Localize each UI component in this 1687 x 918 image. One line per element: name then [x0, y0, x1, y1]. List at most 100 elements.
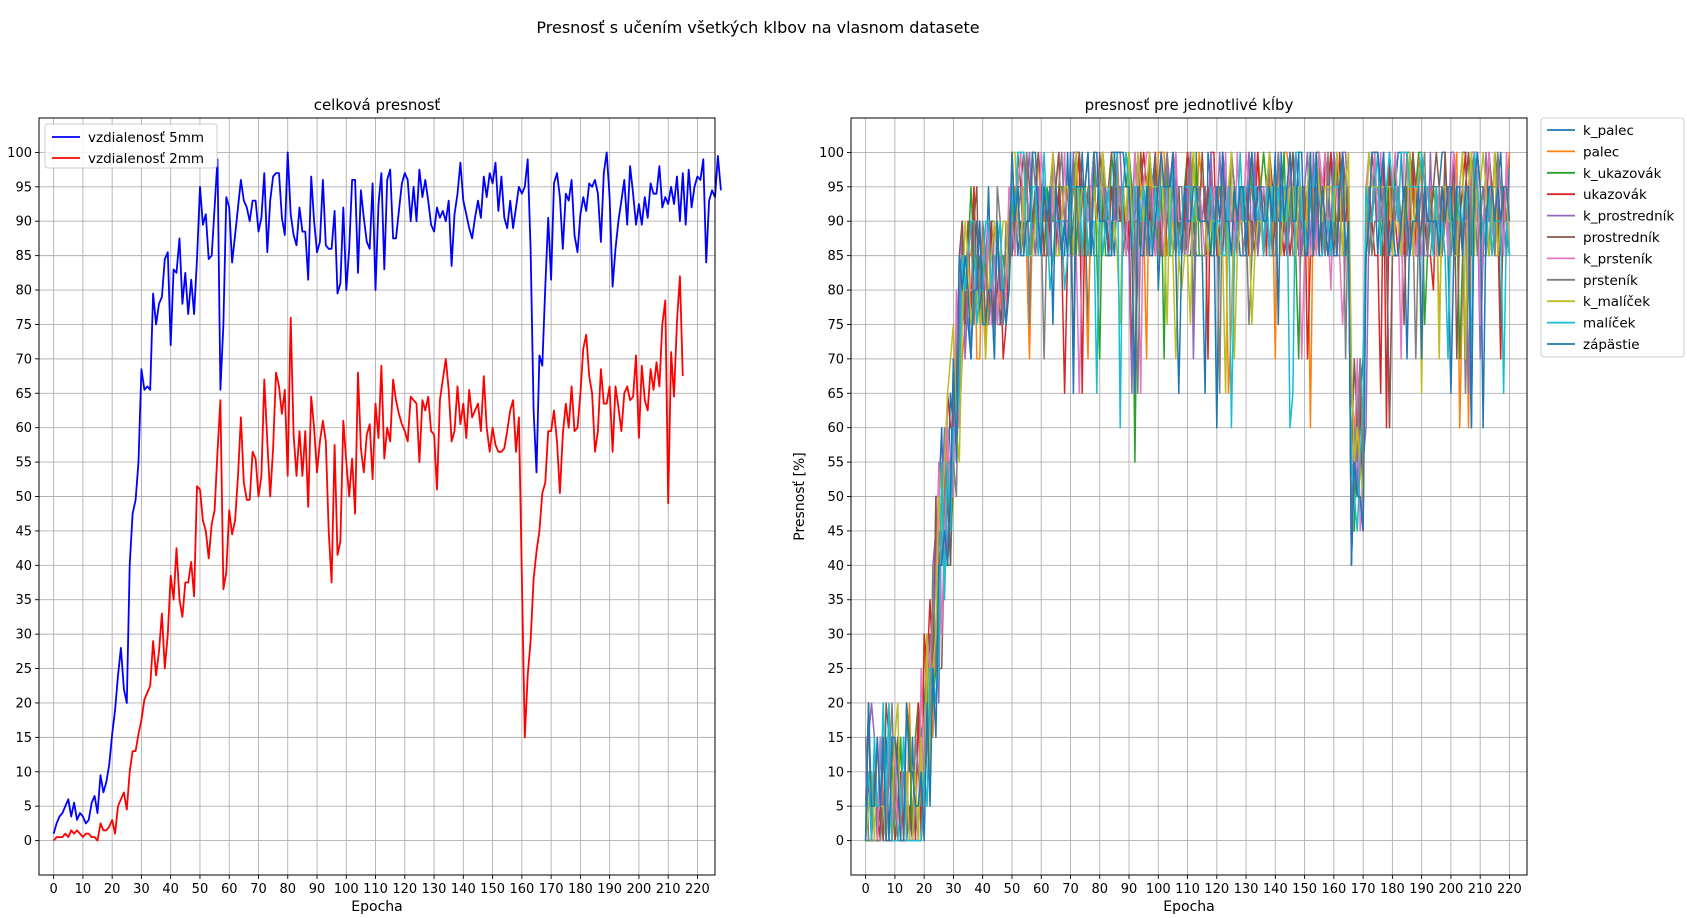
y-tick-label: 5	[836, 800, 844, 815]
x-tick-label: 110	[1175, 882, 1200, 897]
y-tick-label: 75	[15, 318, 32, 333]
x-tick-label: 180	[568, 882, 593, 897]
y-tick-label: 10	[15, 765, 32, 780]
x-tick-label: 220	[685, 882, 710, 897]
y-tick-label: 85	[827, 249, 844, 264]
y-tick-label: 65	[15, 387, 32, 402]
x-tick-label: 210	[1468, 882, 1493, 897]
x-tick-label: 20	[104, 882, 121, 897]
y-tick-label: 0	[836, 834, 844, 849]
y-tick-label: 90	[15, 215, 32, 230]
y-tick-label: 60	[15, 421, 32, 436]
series-line-2mm	[52, 275, 684, 842]
legend-label: k_palec	[1583, 123, 1634, 139]
legend-box	[44, 123, 218, 169]
legend-label: prsteník	[1583, 273, 1638, 289]
x-tick-label: 100	[1146, 882, 1171, 897]
y-tick-label: 35	[15, 593, 32, 608]
x-tick-label: 30	[133, 882, 150, 897]
axes-title: presnosť pre jednotlivé kĺby	[1085, 95, 1294, 114]
x-tick-label: 40	[974, 882, 991, 897]
legend-label: zápästie	[1583, 337, 1640, 353]
x-tick-label: 10	[887, 882, 904, 897]
x-tick-label: 60	[221, 882, 238, 897]
x-tick-label: 90	[1121, 882, 1138, 897]
y-tick-label: 15	[827, 731, 844, 746]
x-tick-label: 110	[363, 882, 388, 897]
axes-frame	[38, 117, 716, 876]
x-tick-label: 160	[1321, 882, 1346, 897]
x-tick-label: 170	[1351, 882, 1376, 897]
legend-label: k_prostredník	[1583, 209, 1674, 225]
y-tick-label: 5	[24, 800, 32, 815]
figure-suptitle: Presnosť s učením všetkých klbov na vlas…	[536, 18, 979, 37]
axes-frame	[850, 117, 1528, 876]
x-tick-label: 150	[480, 882, 505, 897]
legend-label: vzdialenosť 2mm	[88, 151, 204, 167]
y-tick-label: 35	[827, 593, 844, 608]
x-tick-label: 200	[626, 882, 651, 897]
y-tick-label: 90	[827, 215, 844, 230]
x-axis-label: Epocha	[1163, 899, 1214, 915]
legend-label: vzdialenosť 5mm	[88, 130, 204, 146]
y-tick-label: 95	[15, 180, 32, 195]
legend-label: k_prsteník	[1583, 251, 1653, 267]
y-tick-label: 100	[819, 146, 844, 161]
y-tick-label: 95	[827, 180, 844, 195]
y-tick-label: 50	[15, 490, 32, 505]
legend-label: malíček	[1583, 316, 1636, 332]
y-tick-label: 65	[827, 387, 844, 402]
series-line-malíček	[864, 151, 1511, 842]
y-tick-label: 20	[15, 696, 32, 711]
y-tick-label: 70	[15, 352, 32, 367]
legend-label: palec	[1583, 144, 1619, 160]
x-tick-label: 150	[1292, 882, 1317, 897]
y-tick-label: 45	[15, 524, 32, 539]
x-tick-label: 0	[49, 882, 57, 897]
x-tick-label: 90	[309, 882, 326, 897]
x-tick-label: 70	[250, 882, 267, 897]
y-tick-label: 55	[15, 456, 32, 471]
y-tick-label: 30	[827, 628, 844, 643]
axes-overall-accuracy: 0 10 20 30 40 50 60 70 80 90 100 110 120 130 140 150 160…	[7, 96, 722, 915]
x-tick-label: 40	[162, 882, 179, 897]
x-tick-label: 20	[916, 882, 933, 897]
legend: vzdialenosť 5mm vzdialenosť 2mm	[44, 123, 218, 169]
x-tick-label: 170	[539, 882, 564, 897]
y-tick-label: 0	[24, 834, 32, 849]
x-axis-label: Epocha	[351, 899, 402, 915]
y-tick-label: 55	[827, 456, 844, 471]
x-tick-label: 30	[945, 882, 962, 897]
series-line-zápästie	[864, 151, 1511, 842]
series-line-5mm	[52, 151, 722, 834]
x-tick-label: 180	[1380, 882, 1405, 897]
x-tick-label: 60	[1033, 882, 1050, 897]
y-tick-label: 70	[827, 352, 844, 367]
y-tick-label: 80	[15, 284, 32, 299]
x-tick-label: 120	[1204, 882, 1229, 897]
x-tick-label: 50	[1004, 882, 1021, 897]
y-tick-label: 50	[827, 490, 844, 505]
x-tick-label: 10	[75, 882, 92, 897]
x-tick-label: 130	[422, 882, 447, 897]
legend-label: k_ukazovák	[1583, 166, 1662, 182]
x-tick-label: 100	[334, 882, 359, 897]
y-tick-label: 85	[15, 249, 32, 264]
x-tick-label: 190	[597, 882, 622, 897]
y-tick-label: 100	[7, 146, 32, 161]
y-tick-label: 25	[15, 662, 32, 677]
y-tick-label: 45	[827, 524, 844, 539]
x-tick-label: 0	[861, 882, 869, 897]
axes-title: celková presnosť	[314, 96, 441, 114]
x-tick-label: 130	[1234, 882, 1259, 897]
x-tick-label: 50	[192, 882, 209, 897]
legend-label: k_malíček	[1583, 294, 1650, 310]
axes-per-joint-accuracy: 0 10 20 30 40 50 60 70 80 90 100 110 120 130 140 150 160…	[792, 95, 1685, 915]
y-tick-label: 20	[827, 696, 844, 711]
x-tick-label: 140	[1263, 882, 1288, 897]
x-tick-label: 120	[392, 882, 417, 897]
y-tick-label: 60	[827, 421, 844, 436]
y-tick-label: 15	[15, 731, 32, 746]
legend-label: prostredník	[1583, 230, 1660, 246]
